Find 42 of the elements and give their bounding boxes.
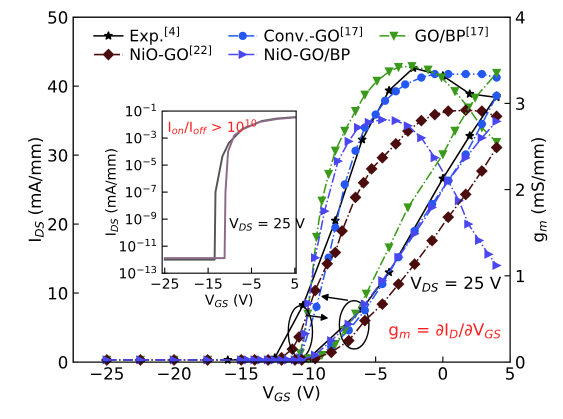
- y-axis-title: I$_{DS}$ (mA/mm): [28, 138, 44, 241]
- y2-tick-label: 1: [516, 270, 524, 282]
- y2-tick-label: 2: [516, 184, 524, 196]
- x-tick-label: 5: [506, 367, 514, 380]
- x-tick-label: −25: [152, 278, 178, 289]
- x-tick-label: −15: [225, 367, 258, 380]
- y-tick-label: 10: [48, 287, 68, 300]
- x-tick-label: −10: [292, 367, 325, 380]
- legend-label: NiO-GO/BP: [265, 48, 350, 62]
- y2-tick-label: 3: [516, 97, 524, 110]
- y2-tick-label: 0: [516, 356, 524, 369]
- y2-axis-title: g$_{m}$ (mS/mm): [531, 138, 548, 242]
- legend-label: Conv.-GO$^{[17]}$: [264, 26, 362, 42]
- x-tick-label: 5: [291, 278, 298, 289]
- y-tick-label: 10$^{−11}$: [120, 238, 156, 252]
- y-axis-title: I$_{DS}$ (mA/mm): [105, 149, 118, 235]
- y-tick-label: 20: [48, 218, 68, 231]
- legend-label: Exp.$^{[4]}$: [130, 26, 179, 45]
- y-tick-label: 10$^{−5}$: [126, 158, 156, 170]
- y-tick-label: 10$^{−1}$: [126, 104, 156, 116]
- annotation: g$_{m}$ = ∂I$_{D}$/∂V$_{GS}$: [389, 323, 500, 339]
- x-axis-title: V$_{GS}$ (V): [205, 294, 252, 308]
- y-tick-label: 0: [58, 356, 68, 369]
- y2-tick-label: 4: [516, 11, 525, 24]
- x-axis-title: V$_{GS}$ (V): [262, 386, 320, 402]
- y-tick-label: 10$^{−9}$: [126, 212, 156, 225]
- x-tick-label: −25: [90, 367, 123, 380]
- y-tick-label: 10$^{−3}$: [126, 130, 156, 144]
- y-tick-label: 10$^{−7}$: [126, 184, 156, 198]
- y-tick-label: 40: [48, 80, 68, 93]
- y-tick-label: 50: [48, 11, 68, 24]
- y-tick-label: 10$^{−13}$: [120, 266, 156, 279]
- legend-label: GO/BP$^{[17]}$: [416, 26, 488, 43]
- x-tick-label: −15: [194, 278, 222, 289]
- x-tick-label: 0: [438, 367, 448, 380]
- x-tick-label: −5: [365, 367, 386, 380]
- annotation: I$_{on}$/I$_{off}$ > 10$^{10}$: [168, 119, 256, 134]
- y-tick-label: 30: [48, 149, 68, 162]
- legend-label: NiO-GO$^{[22]}$: [130, 45, 212, 60]
- x-tick-label: −20: [158, 367, 190, 380]
- annotation: V$_{DS}$ = 25 V: [410, 276, 502, 292]
- x-tick-label: −5: [242, 278, 260, 289]
